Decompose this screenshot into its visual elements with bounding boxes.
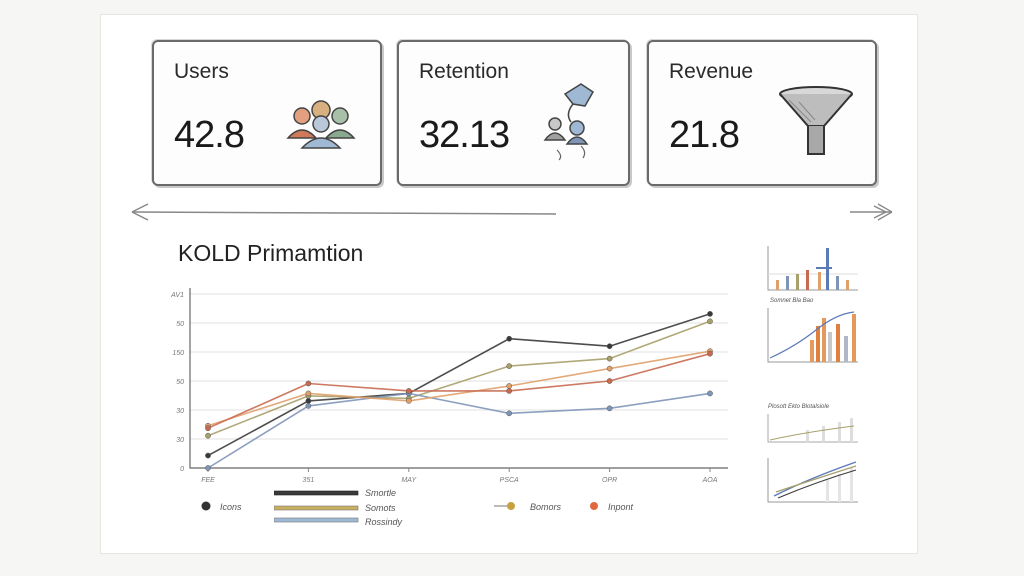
funnel-icon <box>779 86 853 155</box>
main-line-chart: AV1 50 150 50 30 30 0 FEE 351 MAY PSCA OPR AOA <box>170 288 728 484</box>
series-line-bomors <box>207 350 711 427</box>
legend-marker-bomors <box>494 502 515 510</box>
legend-marker-inpont <box>590 502 598 510</box>
kpi-value: 21.8 <box>669 114 740 156</box>
data-point-somots <box>707 318 713 325</box>
data-point-somots <box>506 363 513 369</box>
y-tick-label: 30 <box>176 437 184 444</box>
kpi-card-revenue[interactable]: Revenue 21.8 <box>647 40 877 186</box>
data-point-somots <box>205 432 211 439</box>
kpi-value: 42.8 <box>174 114 245 156</box>
y-tick-label: 0 <box>180 466 184 473</box>
data-point-rossindy <box>606 405 613 412</box>
kpi-label: Users <box>174 60 229 83</box>
y-tick-label: AV1 <box>170 292 184 299</box>
x-tick-label: AOA <box>702 477 718 484</box>
legend-label-inpont: Inpont <box>608 502 634 512</box>
x-tick-label: OPR <box>602 477 617 484</box>
data-point-icons <box>405 388 412 394</box>
legend-label-somots: Somots <box>365 503 396 513</box>
legend-label-smortle: Smortle <box>365 488 397 498</box>
legend-label-rossindy: Rossindy <box>365 517 403 527</box>
y-tick-label: 150 <box>172 350 184 357</box>
data-point-smortle <box>305 398 312 404</box>
thumbnail-bar-chart-1 <box>767 246 858 291</box>
kpi-label: Revenue <box>669 60 754 83</box>
data-point-icons <box>506 388 513 394</box>
data-point-bomors <box>305 390 312 397</box>
data-point-icons <box>305 380 312 387</box>
data-point-bomors <box>606 365 613 372</box>
kpi-card-retention[interactable]: Retention 32.13 <box>397 40 630 186</box>
legend-label-icons: Icons <box>220 502 242 512</box>
data-point-rossindy <box>506 410 513 417</box>
x-tick-label: FEE <box>201 477 215 484</box>
thumbnail-line-chart-4 <box>767 458 858 503</box>
y-tick-label: 30 <box>176 408 184 415</box>
x-tick-label: PSCA <box>500 477 519 484</box>
legend-label-bomors: Bomors <box>530 502 562 512</box>
thumbnail-bar-chart-3 <box>767 414 858 443</box>
x-tick-label: MAY <box>401 477 417 484</box>
thumbnail-title-2: Somnet Bla Bao <box>770 298 814 304</box>
legend-swatch-somots <box>274 505 359 511</box>
data-point-rossindy <box>707 390 713 397</box>
kpi-value: 32.13 <box>419 114 510 156</box>
data-point-rossindy <box>305 403 312 409</box>
y-tick-label: 50 <box>176 379 184 386</box>
data-point-smortle <box>606 343 613 350</box>
series-line-smortle <box>207 313 711 457</box>
data-point-smortle <box>707 311 713 317</box>
y-tick-label: 50 <box>176 321 184 328</box>
chart-legend: Icons Smortle Somots Rossindy Bomors Inp… <box>180 486 680 534</box>
kpi-label: Retention <box>419 60 509 83</box>
data-point-icons <box>606 378 613 384</box>
legend-swatch-rossindy <box>274 517 359 523</box>
data-point-bomors <box>506 383 513 389</box>
series-line-rossindy <box>207 392 711 469</box>
data-point-smortle <box>506 335 513 342</box>
data-point-icons <box>205 425 211 432</box>
legend-swatch-smortle <box>274 490 359 496</box>
retention-icon <box>543 83 594 161</box>
legend-marker-icons <box>201 501 211 511</box>
section-title: KOLD Primamtion <box>178 240 364 266</box>
data-point-rossindy <box>205 465 211 471</box>
data-point-somots <box>606 355 613 362</box>
data-point-smortle <box>205 452 211 459</box>
data-point-icons <box>707 350 713 357</box>
thumbnail-bar-chart-2 <box>767 308 858 363</box>
series-line-icons <box>207 352 711 429</box>
series-line-somots <box>207 320 711 437</box>
users-icon <box>286 100 356 149</box>
kpi-card-users[interactable]: Users 42.8 <box>152 40 382 186</box>
divider-arrow <box>131 203 893 221</box>
chart-axes <box>189 288 728 469</box>
thumbnail-title-3: Plosott Ekto Blotalsiole <box>768 404 830 410</box>
x-tick-label: 351 <box>303 477 315 484</box>
data-point-bomors <box>405 398 412 404</box>
